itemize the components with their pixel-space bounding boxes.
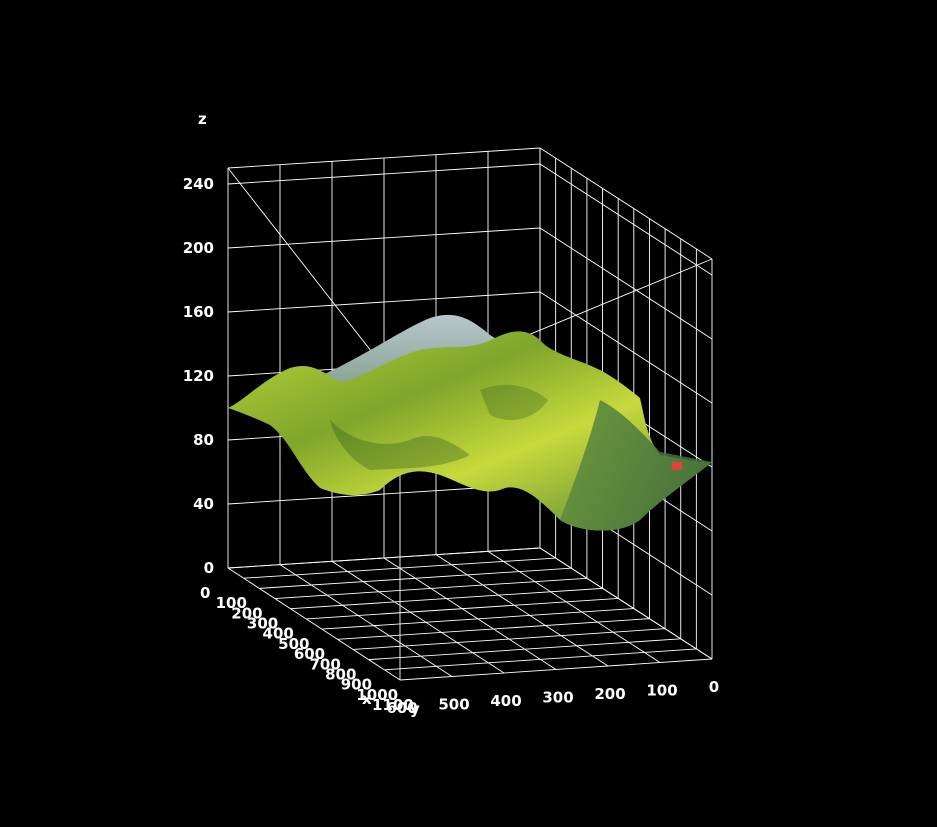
z-tick-label: 80 <box>193 431 214 449</box>
x-tick-label: 0 <box>200 584 210 602</box>
y-tick-label: 200 <box>594 685 625 703</box>
side-wall-grid-line <box>539 291 713 404</box>
x-tick-label: 700 <box>309 655 340 673</box>
x-tick-label: 100 <box>216 594 247 612</box>
back-wall-grid-line <box>227 147 541 169</box>
x-tick-label: 800 <box>325 665 356 683</box>
z-tick-label: 160 <box>183 303 214 321</box>
terrain-surface <box>228 314 712 531</box>
z-tick-label: 200 <box>183 239 214 257</box>
floor-grid-line <box>331 560 505 674</box>
floor-grid-line <box>279 564 453 677</box>
x-tick-label: 200 <box>231 604 262 622</box>
grid <box>227 147 713 681</box>
x-tick-label: 1000 <box>356 686 398 704</box>
y-tick-label: 600 <box>386 699 417 717</box>
y-tick-label: 0 <box>709 678 719 696</box>
z-axis-label: z <box>198 110 207 128</box>
x-tick-label: 400 <box>263 625 294 643</box>
side-wall-grid-line <box>539 147 713 260</box>
y-tick-label: 500 <box>438 696 469 714</box>
floor-grid-line <box>435 554 609 667</box>
y-tick-label: 300 <box>542 689 573 707</box>
terrain-shade <box>330 420 470 470</box>
x-tick-label: 1100 <box>372 696 414 714</box>
y-tick-label: 400 <box>490 692 521 710</box>
z-tick-label: 40 <box>193 495 214 513</box>
tick-labels: 0408012016020024001002003004005006007008… <box>183 175 720 717</box>
x-tick-label: 600 <box>294 645 325 663</box>
terrain-shade <box>480 384 548 420</box>
back-wall-grid-line <box>227 547 541 569</box>
z-tick-label: 120 <box>183 367 214 385</box>
floor-grid-line <box>227 567 401 681</box>
floor-grid-line <box>487 550 661 663</box>
terrain-marker <box>672 462 682 470</box>
back-wall-grid-line <box>227 227 541 249</box>
x-axis-label: x <box>362 690 372 708</box>
x-tick-label: 300 <box>247 615 278 633</box>
x-tick-label: 500 <box>278 635 309 653</box>
terrain-slope <box>560 400 712 531</box>
z-tick-label: 240 <box>183 175 214 193</box>
side-wall-grid-line <box>539 227 713 340</box>
y-axis-label: y <box>410 700 420 718</box>
side-wall-grid-line <box>539 163 713 276</box>
x-tick-label: 900 <box>341 676 372 694</box>
side-wall-grid-line <box>539 547 713 660</box>
y-tick-label: 100 <box>646 682 677 700</box>
back-wall-grid-line <box>227 163 541 185</box>
back-wall-grid-line <box>227 291 541 313</box>
z-tick-label: 0 <box>204 559 214 577</box>
floor-grid-line <box>383 557 557 670</box>
